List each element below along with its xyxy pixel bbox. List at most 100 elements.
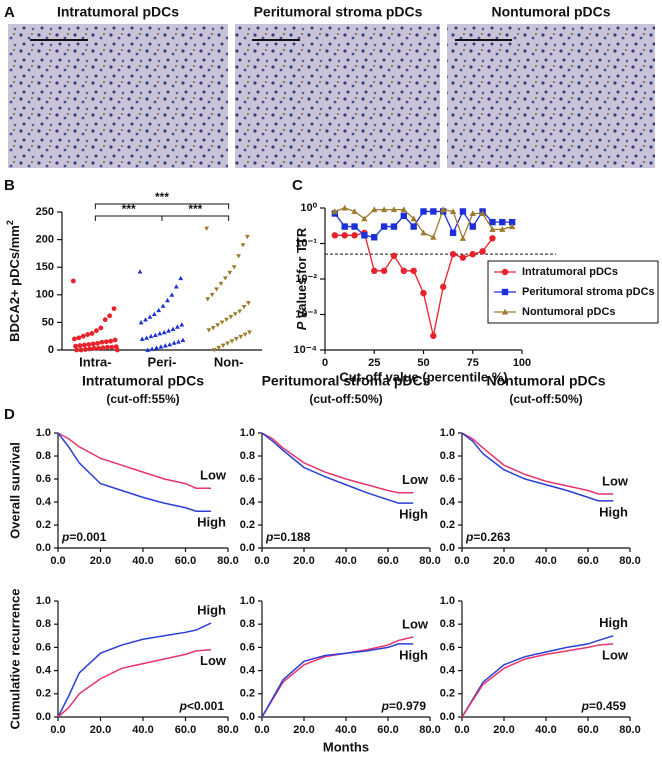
marker [209,292,215,298]
x-tick-label: Intra- [79,354,112,369]
marker [420,289,427,297]
marker [501,288,509,296]
marker [137,269,143,274]
marker [232,312,238,317]
curve-label: Low [200,653,227,668]
panel-label: B [4,177,15,194]
y-tick-label: 0.4 [240,665,256,677]
marker [459,208,467,215]
marker [371,206,378,213]
x-tick-label: 0.0 [254,724,269,736]
marker [219,320,225,325]
significance-label: *** [188,202,202,216]
x-tick-label: 60.0 [175,555,196,567]
marker [86,342,92,347]
marker [236,254,241,259]
micrograph [235,24,440,168]
y-tick-label: 0.2 [36,519,51,531]
image-title: Nontumoral pDCs [492,4,611,20]
x-tick-label: 80.0 [619,555,640,567]
marker [449,250,457,258]
x-tick-label: 60.0 [175,724,196,736]
marker [400,267,407,275]
marker [105,344,110,350]
x-tick-label: 60.0 [377,724,398,736]
y-tick-label: 1.0 [440,595,455,607]
marker [114,347,120,353]
curve-label: High [399,647,428,662]
marker [218,281,224,287]
y-tick-label: 0.0 [36,542,51,554]
y-axis-label: P values for TTR [294,227,309,330]
p-value: p<0.001 [179,699,225,713]
survival-curve [461,432,614,495]
marker [410,223,417,230]
marker [95,340,100,346]
p-text: =0.188 [273,530,310,544]
p-symbol: p [465,530,473,544]
marker [233,337,239,342]
survival-curve [57,432,211,489]
y-tick-label: 0.4 [240,496,256,508]
column-title: Intratumoral pDCs [82,373,204,389]
x-tick-label: Non- [214,354,244,369]
curve-label: Low [402,472,429,487]
marker [430,234,437,240]
y-tick-label: 1.0 [240,595,255,607]
marker [96,345,102,351]
marker [430,208,437,215]
p-symbol: p [61,530,69,544]
marker [371,234,378,241]
p-text: <0.001 [187,699,224,713]
survival-curve [461,635,614,718]
y-tick-label: 10⁻² [295,273,317,285]
survival-curve [57,648,212,718]
marker [489,218,496,226]
marker [489,226,496,232]
curve-label: Low [602,473,629,488]
marker [148,333,154,339]
marker [341,223,348,230]
marker [247,330,252,335]
marker [361,232,368,239]
x-tick-label: 60.0 [577,555,598,567]
marker [143,317,148,322]
x-tick-label: 60.0 [577,724,598,736]
x-tick-label: 0 [322,357,328,369]
x-tick-label: 40.0 [335,555,356,567]
y-tick-label: 0.8 [440,450,455,462]
marker [400,212,407,220]
curve-label: Low [200,468,227,483]
x-axis-label: Months [323,739,369,754]
marker [469,250,476,258]
marker [237,309,243,314]
marker [351,223,358,230]
marker [166,328,171,333]
marker [210,326,216,331]
x-tick-label: 80.0 [619,724,640,736]
marker [173,284,179,289]
marker [479,210,486,217]
y-axis-label: Overall survival [7,442,22,539]
y-tick-label: 0.2 [240,688,255,700]
p-symbol: p [381,699,389,713]
x-tick-label: 40.0 [335,724,356,736]
marker [162,343,168,348]
survival-curve [261,643,414,718]
marker [351,208,358,215]
y-tick-label: 0.0 [440,542,455,554]
marker [225,341,230,346]
x-tick-label: 20.0 [493,555,514,567]
curve-label: Low [602,647,629,662]
x-tick-label: 75 [467,357,479,369]
marker [167,342,173,347]
legend-label: Intratumoral pDCs [522,266,618,278]
y-tick-label: 0.6 [36,473,51,485]
marker [171,340,177,345]
y-tick-label: 0.6 [440,473,455,485]
marker [157,331,163,336]
x-tick-label: 0.0 [50,555,65,567]
y-axis-label-superscript: 2 [5,220,15,225]
p-text: =0.001 [69,530,106,544]
marker [222,276,228,281]
